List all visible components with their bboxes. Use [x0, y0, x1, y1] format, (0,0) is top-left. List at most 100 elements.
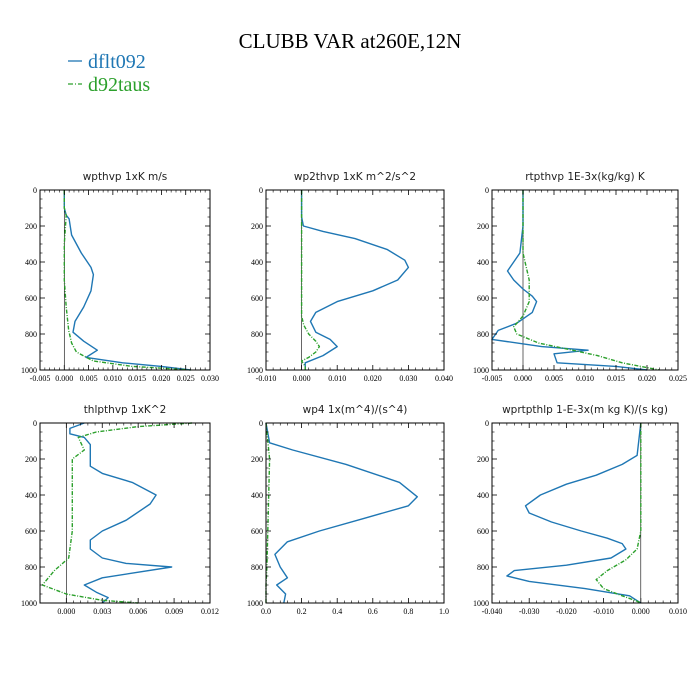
y-tick-label: 200: [251, 222, 263, 231]
y-tick-label: 400: [477, 258, 489, 267]
panel-title: thlpthvp 1xK^2: [84, 404, 167, 416]
y-tick-label: 200: [477, 455, 489, 464]
y-tick-label: 400: [477, 491, 489, 500]
y-tick-label: 600: [25, 294, 37, 303]
series-line-d92taus: [63, 190, 191, 371]
x-tick-label: 0.040: [435, 374, 453, 383]
y-tick-label: 800: [251, 330, 263, 339]
series-line-d92taus: [300, 190, 321, 370]
x-tick-label: 0.000: [57, 607, 75, 616]
y-tick-label: 400: [251, 491, 263, 500]
y-tick-label: 0: [259, 419, 263, 428]
y-tick-label: 800: [477, 330, 489, 339]
x-tick-label: 0.0: [261, 607, 271, 616]
x-tick-label: 0.010: [104, 374, 122, 383]
x-tick-label: 0.020: [638, 374, 656, 383]
x-tick-label: 0.003: [93, 607, 111, 616]
x-tick-label: 0.010: [576, 374, 594, 383]
x-tick-label: 0.030: [399, 374, 417, 383]
y-tick-label: 800: [25, 330, 37, 339]
x-tick-label: 1.0: [439, 607, 449, 616]
x-tick-label: 0.000: [293, 374, 311, 383]
y-tick-label: 600: [251, 294, 263, 303]
panel-5: wp4 1x(m^4)/(s^4) 0.0 0.2 0.4 0.6 0.8 1.0 0 200 4…: [247, 404, 449, 616]
x-tick-label: 0.025: [669, 374, 687, 383]
x-tick-label: 0.015: [607, 374, 625, 383]
x-tick-label: 0.2: [297, 607, 307, 616]
panel-1: wpthvp 1xK m/s -0.005 0.000 0.005 0.010 0.015…: [21, 171, 219, 383]
y-tick-label: 1000: [21, 599, 37, 608]
legend-label-dflt092: dflt092: [88, 51, 146, 73]
y-tick-label: 400: [25, 491, 37, 500]
series-line-d92taus: [595, 423, 642, 604]
x-tick-label: -0.040: [482, 607, 503, 616]
legend-label-d92taus: d92taus: [88, 74, 150, 96]
x-tick-label: 0.000: [632, 607, 650, 616]
x-tick-label: 0.012: [201, 607, 219, 616]
y-tick-label: 600: [477, 527, 489, 536]
legend: dflt092 d92taus: [68, 51, 150, 96]
x-tick-label: 0.000: [514, 374, 532, 383]
panel-title: wp4 1x(m^4)/(s^4): [303, 404, 408, 416]
series-line-dflt092: [265, 422, 418, 604]
x-tick-label: -0.010: [593, 607, 614, 616]
y-tick-label: 0: [33, 419, 37, 428]
x-tick-label: 0.010: [669, 607, 687, 616]
y-tick-label: 400: [25, 258, 37, 267]
y-tick-label: 1000: [247, 599, 263, 608]
y-tick-label: 1000: [473, 366, 489, 375]
x-tick-label: 0.4: [332, 607, 342, 616]
y-tick-label: 200: [251, 455, 263, 464]
panel-3: rtpthvp 1E-3x(kg/kg) K -0.005 0.000 0.005 0.…: [473, 171, 687, 383]
panel-6: wprtpthlp 1-E-3x(m kg K)/(s kg) -0.040 -0.…: [473, 404, 687, 616]
panel-title: rtpthvp 1E-3x(kg/kg) K: [525, 171, 646, 183]
x-tick-label: 0.006: [129, 607, 147, 616]
panels: wpthvp 1xK m/s-0.005 0.000 0.005 0.010 0.015…: [21, 171, 687, 616]
plot-frame: [491, 422, 679, 604]
y-tick-label: 800: [25, 563, 37, 572]
x-tick-label: 0.009: [165, 607, 183, 616]
series-line-dflt092: [69, 422, 173, 604]
x-tick-label: 0.8: [403, 607, 413, 616]
x-tick-label: 0.005: [80, 374, 98, 383]
panel-title: wpthvp 1xK m/s: [83, 171, 168, 183]
series-line-dflt092: [300, 190, 410, 370]
y-tick-label: 1000: [247, 366, 263, 375]
y-tick-label: 1000: [473, 599, 489, 608]
plot-frame: [265, 189, 445, 371]
x-tick-label: 0.030: [201, 374, 219, 383]
x-tick-label: 0.000: [55, 374, 73, 383]
x-tick-label: 0.010: [328, 374, 346, 383]
x-tick-label: 0.005: [545, 374, 563, 383]
panel-title: wprtpthlp 1-E-3x(m kg K)/(s kg): [502, 404, 668, 416]
series-line-d92taus: [513, 190, 660, 371]
panel-title: wp2thvp 1xK m^2/s^2: [294, 171, 416, 183]
panel-4: thlpthvp 1xK^2 0.000 0.003 0.006 0.009 0.012 0…: [21, 404, 219, 616]
series-line-d92taus: [41, 422, 193, 604]
y-tick-label: 200: [25, 455, 37, 464]
y-tick-label: 0: [33, 186, 37, 195]
x-tick-label: 0.025: [177, 374, 195, 383]
y-tick-label: 400: [251, 258, 263, 267]
y-tick-label: 1000: [21, 366, 37, 375]
y-tick-label: 0: [485, 186, 489, 195]
y-tick-label: 800: [251, 563, 263, 572]
x-tick-label: 0.6: [368, 607, 378, 616]
x-tick-label: 0.020: [152, 374, 170, 383]
y-tick-label: 0: [485, 419, 489, 428]
y-tick-label: 200: [477, 222, 489, 231]
x-tick-label: -0.005: [30, 374, 51, 383]
y-tick-label: 600: [251, 527, 263, 536]
series-line-dflt092: [491, 190, 648, 371]
series-line-dflt092: [506, 422, 642, 604]
y-tick-label: 600: [25, 527, 37, 536]
series-line-dflt092: [63, 190, 191, 371]
figure-title: CLUBB VAR at260E,12N: [239, 29, 462, 53]
x-tick-label: 0.015: [128, 374, 146, 383]
y-tick-label: 800: [477, 563, 489, 572]
x-tick-label: -0.010: [256, 374, 277, 383]
y-tick-label: 600: [477, 294, 489, 303]
x-tick-label: 0.020: [364, 374, 382, 383]
x-tick-label: -0.020: [556, 607, 577, 616]
